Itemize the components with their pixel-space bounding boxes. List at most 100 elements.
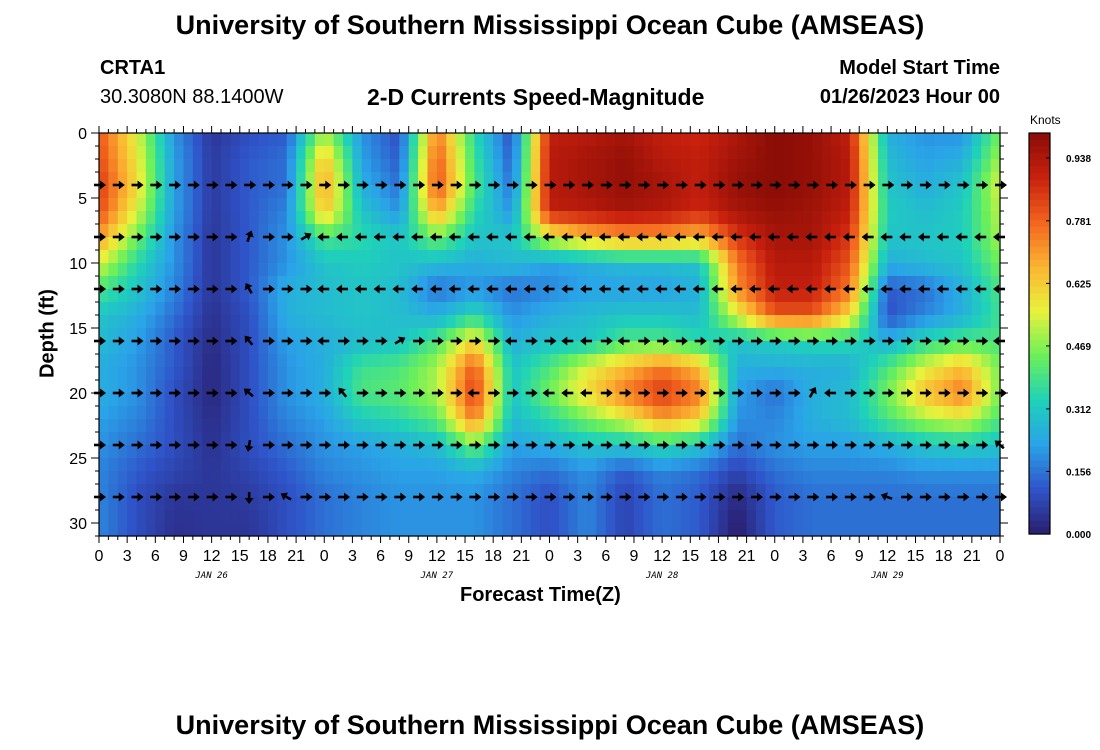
heatmap-cell	[267, 419, 278, 433]
heatmap-cell	[230, 276, 241, 290]
heatmap-cell	[221, 276, 231, 290]
heatmap-cell	[859, 237, 870, 251]
heatmap-cell	[699, 484, 710, 498]
heatmap-cell	[267, 315, 278, 329]
current-arrow	[169, 336, 182, 346]
heatmap-cell	[737, 523, 748, 537]
current-arrow	[750, 492, 763, 502]
colorbar-segment	[1029, 360, 1050, 368]
heatmap-cell	[737, 185, 748, 199]
heatmap-cell	[183, 419, 194, 433]
heatmap-cell	[831, 497, 842, 511]
heatmap-cell	[793, 445, 804, 459]
heatmap-cell	[859, 133, 870, 147]
heatmap-cell	[202, 419, 213, 433]
heatmap-cell	[605, 367, 616, 381]
current-arrow	[713, 180, 726, 190]
heatmap-cell	[474, 510, 485, 524]
heatmap-cell	[774, 211, 785, 225]
heatmap-cell	[343, 289, 354, 303]
heatmap-cell	[812, 432, 823, 446]
heatmap-cell	[690, 510, 701, 524]
heatmap-cell	[408, 276, 419, 290]
heatmap-cell	[793, 263, 804, 277]
heatmap-cell	[483, 367, 494, 381]
current-arrow	[150, 284, 163, 294]
heatmap-cell	[436, 393, 447, 407]
heatmap-cell	[380, 146, 391, 160]
colorbar-segment	[1029, 153, 1050, 161]
heatmap-cell	[643, 354, 654, 368]
current-arrow	[394, 180, 407, 190]
heatmap-cell	[483, 406, 494, 420]
heatmap-cell	[624, 367, 635, 381]
heatmap-cell	[671, 406, 682, 420]
heatmap-cell	[990, 406, 1001, 420]
heatmap-cell	[474, 224, 485, 238]
heatmap-cell	[192, 380, 203, 394]
heatmap-cell	[690, 237, 701, 251]
heatmap-cell	[145, 393, 156, 407]
heatmap-cell	[652, 263, 663, 277]
heatmap-cell	[924, 146, 935, 160]
heatmap-cell	[399, 159, 410, 173]
heatmap-cell	[924, 406, 935, 420]
heatmap-cell	[511, 523, 522, 537]
heatmap-cell	[671, 289, 682, 303]
heatmap-cell	[408, 263, 419, 277]
heatmap-cell	[821, 315, 832, 329]
heatmap-cell	[155, 263, 166, 277]
heatmap-cell	[934, 289, 945, 303]
heatmap-cell	[558, 224, 569, 238]
heatmap-cell	[371, 159, 382, 173]
heatmap-cell	[371, 419, 382, 433]
heatmap-cell	[530, 185, 541, 199]
heatmap-cell	[615, 445, 626, 459]
heatmap-cell	[258, 523, 269, 537]
heatmap-cell	[540, 250, 551, 264]
heatmap-cell	[371, 263, 382, 277]
heatmap-cell	[267, 185, 278, 199]
heatmap-cell	[277, 523, 288, 537]
y-tick-label: 5	[78, 191, 87, 208]
heatmap-cell	[690, 328, 701, 342]
heatmap-cell	[127, 432, 138, 446]
heatmap-cell	[615, 211, 626, 225]
heatmap-cell	[371, 315, 382, 329]
heatmap-cell	[314, 471, 325, 485]
heatmap-cell	[633, 393, 644, 407]
heatmap-cell	[427, 523, 438, 537]
heatmap-cell	[643, 328, 654, 342]
heatmap-cell	[812, 445, 823, 459]
heatmap-cell	[408, 302, 419, 316]
heatmap-cell	[192, 328, 203, 342]
heatmap-cell	[99, 159, 109, 173]
heatmap-cell	[962, 315, 973, 329]
heatmap-cell	[108, 471, 119, 485]
heatmap-cell	[727, 419, 738, 433]
heatmap-cell	[643, 263, 654, 277]
heatmap-cell	[615, 289, 626, 303]
heatmap-cell	[221, 367, 231, 381]
heatmap-cell	[540, 198, 551, 212]
heatmap-cell	[709, 523, 720, 537]
heatmap-cell	[99, 198, 109, 212]
heatmap-cell	[746, 497, 757, 511]
heatmap-cell	[399, 497, 410, 511]
heatmap-cell	[493, 341, 504, 355]
heatmap-cell	[624, 185, 635, 199]
heatmap-cell	[221, 302, 231, 316]
heatmap-cell	[981, 523, 992, 537]
heatmap-cell	[324, 523, 335, 537]
heatmap-cell	[155, 289, 166, 303]
heatmap-cell	[971, 198, 982, 212]
heatmap-cell	[436, 250, 447, 264]
heatmap-cell	[718, 159, 729, 173]
heatmap-cell	[558, 302, 569, 316]
heatmap-cell	[633, 263, 644, 277]
heatmap-cell	[530, 302, 541, 316]
current-arrow	[957, 336, 970, 346]
heatmap-cell	[671, 341, 682, 355]
heatmap-cell	[361, 406, 372, 420]
heatmap-cell	[624, 224, 635, 238]
